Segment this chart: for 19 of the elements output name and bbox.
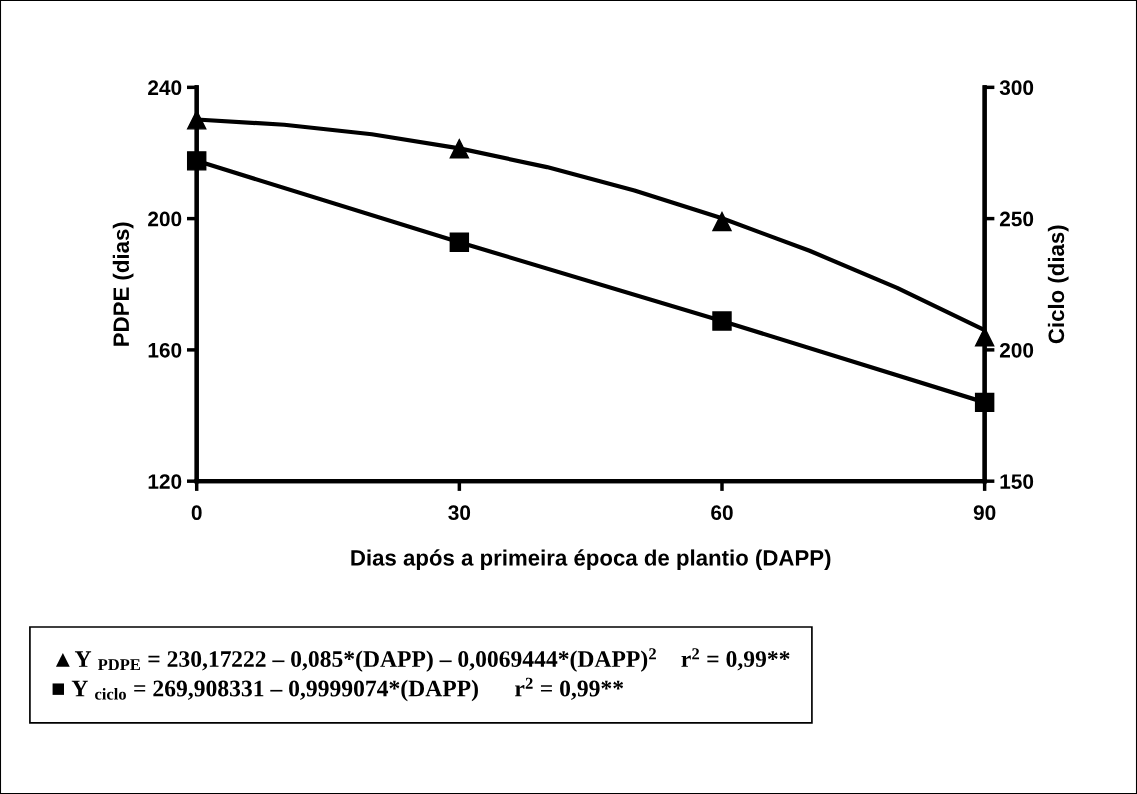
y-tick-label: 240: [148, 80, 182, 96]
y2-axis-title: Ciclo (dias): [1047, 225, 1069, 344]
x-tick-label: 90: [973, 505, 996, 521]
text: ■ Y $_{ciclo}$ = 269,908331 – 0,9999074*(DAPP) r$^{2}$ = 0,99**: [52, 677, 624, 702]
y2-tick-label: 250: [999, 211, 1034, 227]
y2-tick-label: 150: [1000, 474, 1034, 489]
point: [449, 232, 470, 252]
x-tick-label: 60: [711, 505, 733, 521]
point: [712, 311, 732, 331]
y-tick-label: 120: [148, 474, 182, 489]
y-tick-label: 200: [148, 211, 182, 227]
y-axis-title: PDPE (dias): [112, 222, 134, 346]
y2-tick-label: 200: [999, 342, 1034, 358]
text: ▲Y $_{PDPE}$ = 230,17222 – 0,085*(DAPP) – 0,0069444*(DAPP)$^{2}$ r$^{2}$ = 0,99**: [55, 648, 790, 672]
x-tick-label: 0: [191, 505, 202, 521]
y-tick-label: 160: [148, 342, 182, 358]
y2-tick-label: 300: [999, 80, 1034, 96]
x-axis-title: Dias após a primeira época de plantio (DAPP): [351, 549, 831, 571]
x-tick-label: 30: [448, 505, 471, 521]
